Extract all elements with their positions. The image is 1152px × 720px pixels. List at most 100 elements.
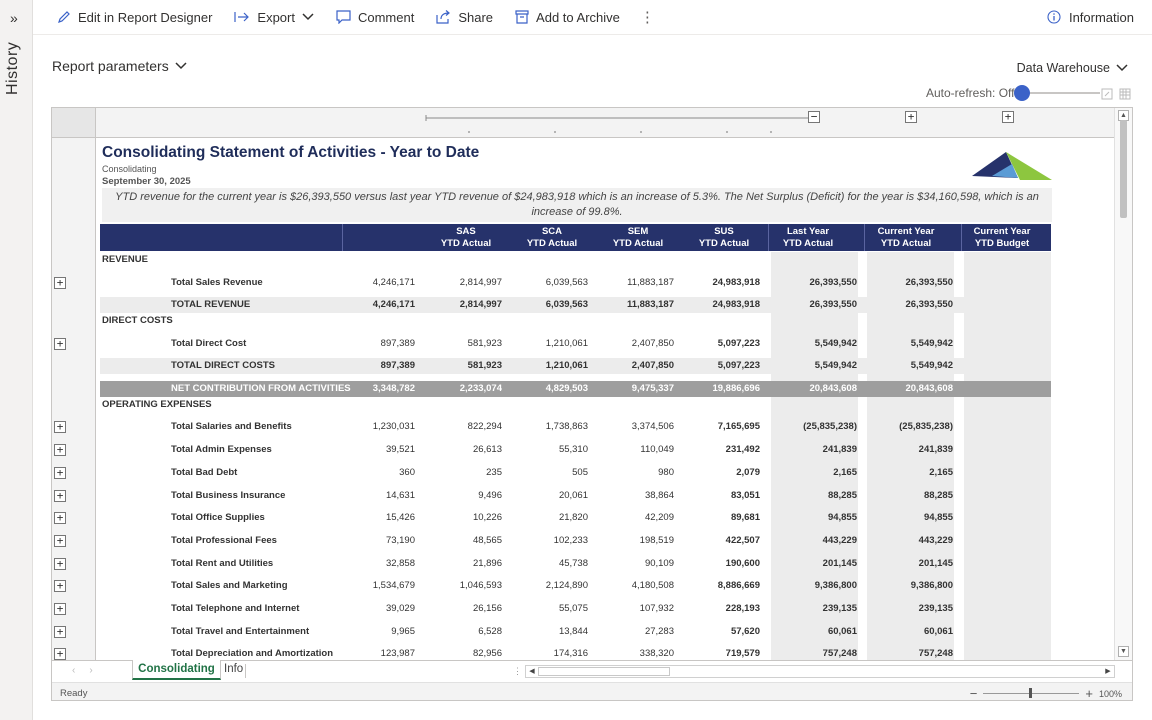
scroll-down-icon[interactable]: ▼ bbox=[1118, 646, 1129, 657]
grid-view-icon[interactable] bbox=[1119, 88, 1131, 100]
horizontal-scrollbar[interactable]: ◀ ▶ bbox=[525, 665, 1115, 678]
expand-column-button[interactable]: + bbox=[905, 111, 917, 123]
table-cell: 174,316 bbox=[553, 648, 588, 659]
report-parameters-toggle[interactable]: Report parameters bbox=[52, 58, 187, 74]
select-all-corner[interactable] bbox=[52, 108, 96, 138]
table-cell: 21,820 bbox=[558, 512, 588, 523]
column-header: SAS YTD Actual bbox=[422, 226, 510, 250]
column-header-line2: YTD Actual bbox=[782, 238, 834, 249]
history-label[interactable]: History bbox=[4, 41, 21, 95]
table-row: Total Admin Expenses 39,521 26,613 55,310 11… bbox=[100, 442, 1051, 458]
edit-in-designer-button[interactable]: Edit in Report Designer bbox=[57, 10, 212, 25]
table-cell: 2,814,997 bbox=[459, 299, 502, 310]
row-label: Total Direct Cost bbox=[171, 338, 247, 349]
vertical-scrollbar[interactable]: ▲ ▼ bbox=[1114, 108, 1132, 660]
table-row: Total Sales and Marketing 1,534,679 1,046,… bbox=[100, 578, 1051, 594]
add-to-archive-button[interactable]: Add to Archive bbox=[515, 10, 620, 25]
expand-row-button[interactable]: + bbox=[54, 421, 66, 433]
column-header-line2: YTD Actual bbox=[880, 238, 932, 249]
expand-icon[interactable] bbox=[1101, 88, 1113, 100]
table-cell: 10,226 bbox=[472, 512, 502, 523]
expand-row-button[interactable]: + bbox=[54, 338, 66, 350]
table-cell: 3,348,782 bbox=[372, 383, 415, 394]
table-cell: 1,046,593 bbox=[459, 580, 502, 591]
table-cell: 1,534,679 bbox=[372, 580, 415, 591]
table-row: Total Travel and Entertainment 9,965 6,528… bbox=[100, 624, 1051, 640]
table-row: Total Business Insurance 14,631 9,496 20,06… bbox=[100, 488, 1051, 504]
table-cell: 15,426 bbox=[385, 512, 415, 523]
expand-row-button[interactable]: + bbox=[54, 626, 66, 638]
expand-row-button[interactable]: + bbox=[54, 580, 66, 592]
zoom-level: 100% bbox=[1098, 688, 1122, 699]
information-button[interactable]: Information bbox=[1047, 10, 1134, 25]
table-cell: 5,549,942 bbox=[910, 338, 953, 349]
table-cell: 9,496 bbox=[478, 490, 502, 501]
table-cell: 102,233 bbox=[553, 535, 588, 546]
table-cell: 443,229 bbox=[918, 535, 953, 546]
table-cell: 1,210,061 bbox=[545, 338, 588, 349]
zoom-slider[interactable] bbox=[983, 688, 1080, 698]
column-shade bbox=[771, 252, 858, 660]
table-cell: 2,814,997 bbox=[459, 277, 502, 288]
auto-refresh-slider[interactable] bbox=[1014, 85, 1101, 101]
row-label: Total Salaries and Benefits bbox=[171, 421, 292, 432]
column-header-line2: YTD Actual bbox=[526, 238, 578, 249]
expand-row-button[interactable]: + bbox=[54, 490, 66, 502]
expand-row-button[interactable]: + bbox=[54, 648, 66, 660]
expand-row-button[interactable]: + bbox=[54, 277, 66, 289]
row-label: Total Telephone and Internet bbox=[171, 603, 300, 614]
splitter-handle[interactable]: ⋮ bbox=[513, 666, 522, 676]
table-cell: 190,600 bbox=[725, 558, 760, 569]
more-options-icon[interactable]: ⋮ bbox=[639, 9, 655, 26]
comment-button[interactable]: Comment bbox=[336, 10, 414, 25]
scroll-left-icon[interactable]: ◀ bbox=[529, 668, 535, 675]
archive-label: Add to Archive bbox=[536, 9, 620, 25]
column-header: SCA YTD Actual bbox=[508, 226, 596, 250]
table-row: Total Bad Debt 360 235 505 980 2,079 2,165 2,16… bbox=[100, 465, 1051, 481]
export-button[interactable]: Export bbox=[234, 10, 314, 25]
scroll-thumb[interactable] bbox=[1120, 120, 1127, 218]
table-cell: 24,983,918 bbox=[712, 299, 760, 310]
sheet-tab-bar: ‹› Consolidating Info ⋮ ◀ ▶ bbox=[52, 660, 1132, 682]
table-cell: 422,507 bbox=[725, 535, 760, 546]
zoom-in-button[interactable]: + bbox=[1085, 686, 1093, 701]
horizontal-scroll-thumb[interactable] bbox=[538, 667, 670, 676]
table-cell: 6,039,563 bbox=[545, 277, 588, 288]
tab-info[interactable]: Info bbox=[224, 663, 244, 675]
tab-nav-arrows[interactable]: ‹› bbox=[72, 665, 107, 676]
table-cell: 26,393,550 bbox=[809, 277, 857, 288]
auto-refresh-knob[interactable] bbox=[1014, 85, 1031, 101]
table-cell: 9,386,800 bbox=[910, 580, 953, 591]
row-label: Total Sales and Marketing bbox=[171, 580, 288, 591]
pencil-icon bbox=[58, 11, 70, 23]
collapse-columns-button[interactable]: − bbox=[808, 111, 820, 123]
column-header: Current Year YTD Actual bbox=[862, 226, 950, 250]
expand-row-button[interactable]: + bbox=[54, 558, 66, 570]
table-cell: 4,180,508 bbox=[631, 580, 674, 591]
expand-row-button[interactable]: + bbox=[54, 467, 66, 479]
expand-row-button[interactable]: + bbox=[54, 535, 66, 547]
expand-row-button[interactable]: + bbox=[54, 512, 66, 524]
status-ready: Ready bbox=[60, 688, 88, 699]
expand-column-button[interactable]: + bbox=[1002, 111, 1014, 123]
table-cell: 757,248 bbox=[918, 648, 953, 659]
table-cell: 11,883,187 bbox=[626, 299, 674, 310]
table-cell: 94,855 bbox=[827, 512, 857, 523]
expand-row-button[interactable]: + bbox=[54, 603, 66, 615]
zoom-out-button[interactable]: − bbox=[969, 686, 978, 701]
expand-history-icon[interactable]: » bbox=[10, 10, 18, 26]
scroll-right-icon[interactable]: ▶ bbox=[1105, 668, 1111, 675]
share-button[interactable]: Share bbox=[436, 10, 493, 25]
row-label: NET CONTRIBUTION FROM ACTIVITIES bbox=[171, 383, 351, 394]
row-label: Total Travel and Entertainment bbox=[171, 626, 310, 637]
table-row: TOTAL REVENUE 4,246,171 2,814,997 6,039,563… bbox=[100, 297, 1051, 313]
report-summary: YTD revenue for the current year is $26,… bbox=[102, 188, 1052, 222]
expand-row-button[interactable]: + bbox=[54, 444, 66, 456]
column-header: SEM YTD Actual bbox=[594, 226, 682, 250]
tab-consolidating[interactable]: Consolidating bbox=[132, 660, 221, 680]
table-cell: 241,839 bbox=[822, 444, 857, 455]
column-group-bar: − + + bbox=[96, 108, 1114, 138]
row-label: Total Business Insurance bbox=[171, 490, 286, 501]
history-rail[interactable]: » History bbox=[0, 0, 33, 720]
data-source-dropdown[interactable]: Data Warehouse bbox=[1017, 61, 1128, 75]
